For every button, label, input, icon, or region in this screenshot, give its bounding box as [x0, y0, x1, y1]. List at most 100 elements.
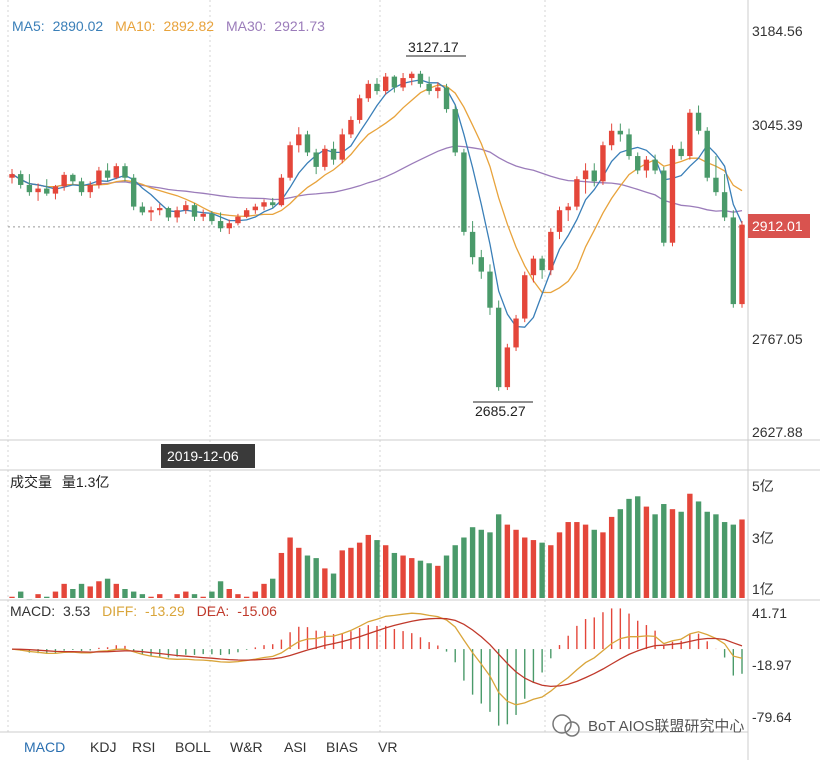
candle-body — [78, 181, 85, 193]
volume-bar — [200, 596, 206, 598]
candle-body — [400, 78, 406, 88]
candle-body — [669, 148, 676, 243]
candle-body — [730, 217, 737, 305]
volume-bar — [556, 532, 563, 598]
wechat-icon-bubble — [564, 721, 580, 737]
macd-tick-3: -79.64 — [752, 709, 792, 725]
candle-body — [574, 179, 580, 207]
volume-bar — [183, 591, 189, 598]
volume-bar — [730, 524, 737, 598]
ma30-line — [11, 145, 743, 213]
tab-asi[interactable]: ASI — [284, 739, 307, 755]
candle-body — [330, 148, 337, 160]
volume-bar — [591, 529, 597, 598]
tab-macd[interactable]: MACD — [24, 739, 65, 755]
ma-legend: MA5: 2890.02 MA10: 2892.82 MA30: 2921.73 — [12, 18, 325, 34]
volume-bar — [600, 532, 606, 598]
candle-body — [113, 166, 119, 178]
volume-bar — [504, 524, 511, 598]
volume-bar — [235, 594, 241, 598]
candle-body — [617, 130, 624, 135]
volume-bar — [530, 540, 537, 598]
candle-body — [556, 210, 563, 232]
candle-body — [165, 208, 172, 218]
candle-body — [643, 159, 650, 171]
candle-body — [87, 184, 93, 193]
tab-wr[interactable]: W&R — [230, 739, 263, 755]
candle-body — [495, 307, 502, 388]
volume-bar — [608, 516, 615, 598]
watermark: BoT AIOS联盟研究中心 — [552, 714, 744, 737]
candle-body — [261, 202, 267, 207]
ma5-value: 2890.02 — [53, 18, 104, 34]
candle-body — [191, 205, 198, 217]
candle-body — [217, 221, 224, 229]
macd-value: 3.53 — [63, 603, 90, 619]
candle-body — [661, 170, 667, 243]
tab-bias[interactable]: BIAS — [326, 739, 358, 755]
candle-body — [313, 152, 319, 167]
tab-rsi[interactable]: RSI — [132, 739, 155, 755]
candle-body — [608, 130, 615, 146]
candle-body — [391, 76, 398, 88]
volume-bar — [704, 511, 710, 598]
candle-body — [226, 223, 232, 229]
candle-body — [695, 112, 702, 131]
volume-bar — [365, 534, 372, 598]
volume-bar — [122, 589, 128, 598]
volume-bar — [35, 594, 41, 598]
candle-body — [678, 148, 684, 157]
volume-bar — [469, 527, 476, 598]
dea-line — [11, 617, 743, 688]
volume-bar — [191, 594, 198, 598]
candle-body — [739, 224, 745, 305]
candle-body — [704, 130, 710, 178]
ma5-line — [11, 79, 743, 328]
candle-body — [26, 184, 33, 193]
volume-bar — [139, 594, 146, 598]
candle-body — [382, 76, 389, 92]
volume-bar — [643, 506, 650, 598]
tab-kdj[interactable]: KDJ — [90, 739, 116, 755]
ma10-line-layer — [11, 84, 743, 294]
candle-body — [687, 112, 693, 157]
macd-tick-2: -18.97 — [752, 657, 792, 673]
volume-bar — [17, 591, 24, 598]
ma10-line — [11, 84, 743, 294]
volume-bar — [44, 596, 50, 598]
volume-bar — [635, 496, 641, 598]
ma30-value: 2921.73 — [274, 18, 325, 34]
candle-body — [235, 216, 241, 224]
candle-body — [44, 188, 50, 194]
candle-body — [104, 170, 111, 178]
candle-body — [721, 192, 728, 218]
volume-bar — [270, 578, 276, 598]
candle-body — [635, 156, 641, 171]
volume-bar — [661, 504, 667, 598]
diff-value: -13.29 — [145, 603, 185, 619]
volume-tick-3: 1亿 — [752, 581, 774, 597]
volume-bar — [339, 550, 345, 598]
candle-body — [183, 205, 189, 211]
candle-body — [209, 213, 215, 222]
volume-bar — [130, 591, 137, 598]
candle-body — [365, 83, 372, 99]
tab-boll[interactable]: BOLL — [175, 739, 211, 755]
ma30-label: MA30: — [226, 18, 266, 34]
candle-body — [452, 109, 458, 153]
candle-body — [713, 177, 719, 193]
candle-body — [252, 206, 259, 211]
candle-body — [96, 170, 102, 185]
ma5-label: MA5: — [12, 18, 45, 34]
tab-vr[interactable]: VR — [378, 739, 397, 755]
macd-layer — [11, 608, 743, 726]
wechat-icon — [552, 714, 572, 734]
volume-bar — [400, 555, 406, 598]
candle-body — [270, 202, 276, 206]
volume-bar — [78, 583, 85, 598]
price-tick-2: 3045.39 — [752, 117, 803, 133]
candle-body — [374, 83, 380, 92]
volume-bar — [348, 547, 354, 598]
volume-bar — [513, 529, 519, 598]
volume-bar — [209, 591, 215, 598]
